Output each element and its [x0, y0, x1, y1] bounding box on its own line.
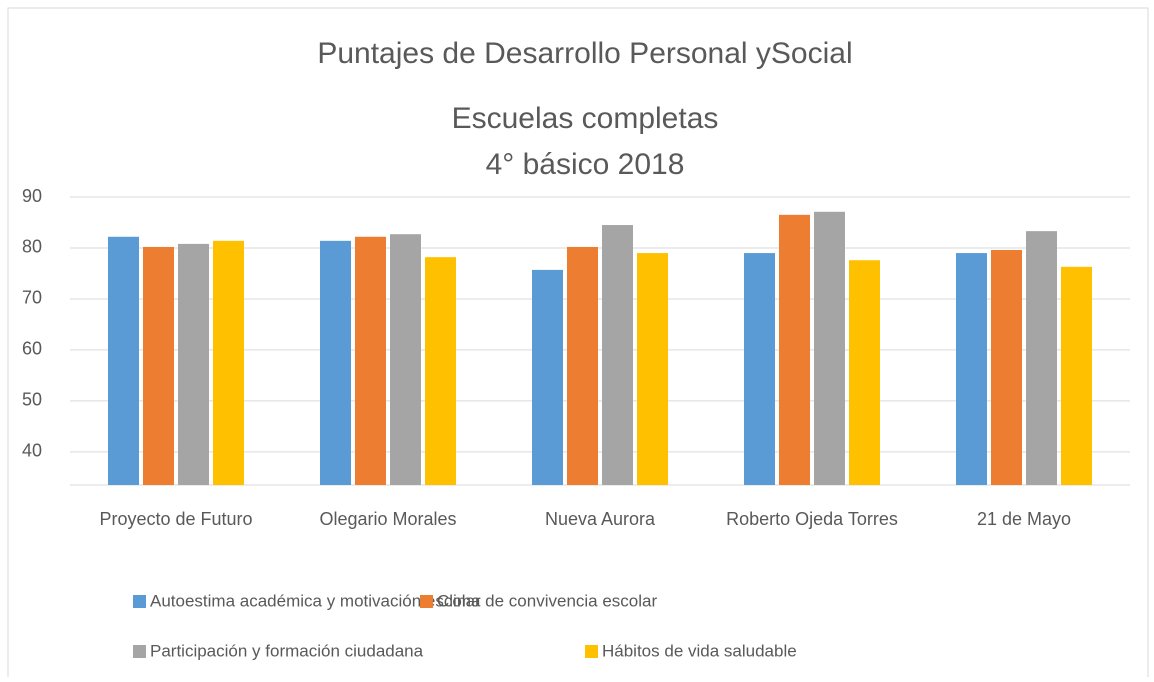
bar — [637, 253, 668, 485]
bar — [532, 269, 563, 485]
bar — [178, 243, 209, 485]
bar — [567, 246, 598, 485]
legend-label: Hábitos de vida saludable — [602, 641, 797, 660]
bar — [355, 236, 386, 485]
bar — [602, 225, 633, 485]
bar — [956, 253, 987, 485]
legend-label: Clima de convivencia escolar — [437, 591, 657, 610]
bar — [814, 211, 845, 486]
bar — [1026, 231, 1057, 485]
bar — [779, 214, 810, 486]
bar — [425, 257, 456, 485]
chart-frame — [7, 7, 1149, 682]
y-tick-label: 90 — [22, 186, 42, 206]
legend-swatch — [133, 595, 146, 608]
x-tick-label: Nueva Aurora — [545, 509, 656, 529]
legend-swatch — [585, 645, 598, 658]
chart-title: Puntajes de Desarrollo Personal ySocial — [317, 37, 852, 70]
x-tick-label: Roberto Ojeda Torres — [726, 509, 898, 529]
bar — [390, 234, 421, 485]
y-tick-label: 70 — [22, 288, 42, 308]
bar — [849, 260, 880, 485]
bar — [108, 236, 139, 485]
legend-swatch — [133, 645, 146, 658]
y-tick-label: 40 — [22, 441, 42, 461]
bar — [1061, 266, 1092, 485]
bar — [213, 240, 244, 485]
legend-swatch — [420, 595, 433, 608]
legend-label: Autoestima académica y motivación escola… — [150, 591, 481, 610]
x-tick-label: Olegario Morales — [319, 509, 456, 529]
bar — [320, 240, 351, 485]
x-tick-label: Proyecto de Futuro — [99, 509, 252, 529]
chart-subtitle: Escuelas completas — [452, 102, 719, 135]
legend-label: Participación y formación ciudadana — [150, 641, 424, 660]
y-tick-label: 60 — [22, 339, 42, 359]
bar — [744, 253, 775, 485]
x-tick-label: 21 de Mayo — [977, 509, 1071, 529]
bar — [991, 250, 1022, 485]
y-tick-label: 80 — [22, 237, 42, 257]
y-tick-label: 50 — [22, 390, 42, 410]
chart-subtitle: 4° básico 2018 — [486, 148, 685, 181]
bar — [143, 246, 174, 485]
